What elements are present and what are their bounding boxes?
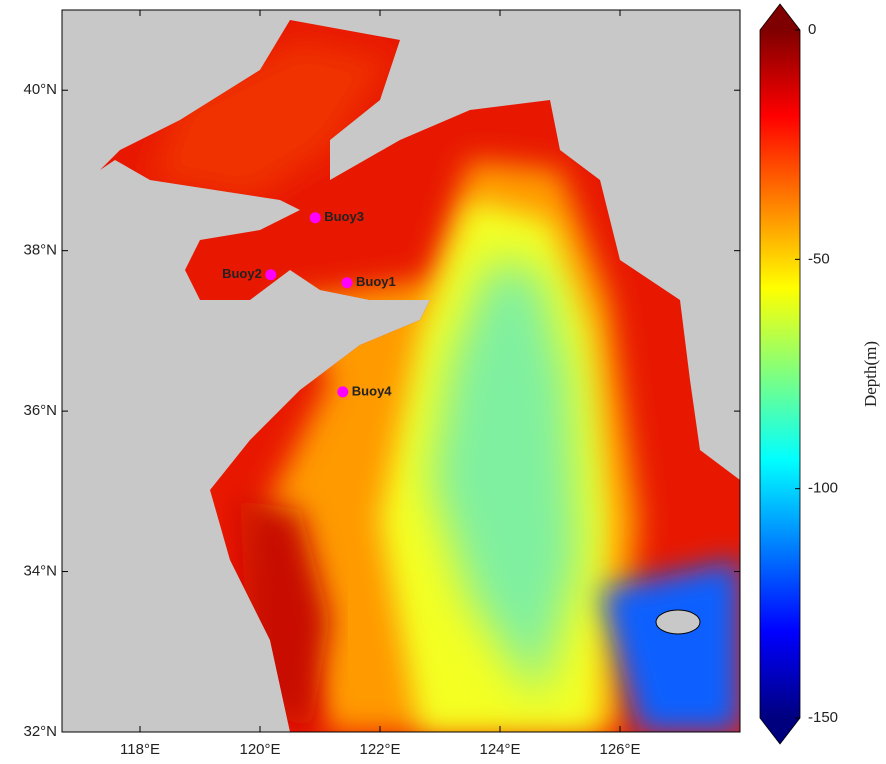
- x-tick-label: 126°E: [599, 741, 640, 758]
- y-tick-label: 36°N: [23, 402, 57, 419]
- colorbar-tick-label: -150: [808, 709, 838, 726]
- y-tick-label: 40°N: [23, 81, 57, 98]
- map-frame: [61, 9, 741, 733]
- y-tick-label: 34°N: [23, 563, 57, 580]
- colorbar-tick-label: -100: [808, 480, 838, 497]
- buoy-label: Buoy2: [222, 266, 262, 281]
- buoy-label: Buoy1: [356, 274, 396, 289]
- colorbar-label: Depth(m): [861, 341, 880, 407]
- y-tick-label: 32°N: [23, 723, 57, 740]
- buoy-marker: [309, 212, 321, 224]
- x-tick-label: 124°E: [479, 741, 520, 758]
- colorbar-bottom-extension: [760, 718, 800, 744]
- buoy-marker: [341, 277, 353, 289]
- colorbar-tick-label: -50: [808, 250, 830, 267]
- colorbar-tick-label: 0: [808, 21, 816, 38]
- x-tick-label: 120°E: [239, 741, 280, 758]
- y-tick-label: 38°N: [23, 242, 57, 259]
- buoy-marker: [265, 269, 277, 281]
- colorbar: [760, 30, 800, 718]
- x-tick-label: 122°E: [359, 741, 400, 758]
- map-area: [62, 10, 740, 732]
- island: [655, 609, 701, 635]
- x-tick-label: 118°E: [120, 741, 160, 758]
- buoy-label: Buoy3: [324, 209, 364, 224]
- buoy-label: Buoy4: [352, 383, 393, 398]
- colorbar-top-extension: [760, 4, 800, 30]
- buoy-marker: [337, 386, 349, 398]
